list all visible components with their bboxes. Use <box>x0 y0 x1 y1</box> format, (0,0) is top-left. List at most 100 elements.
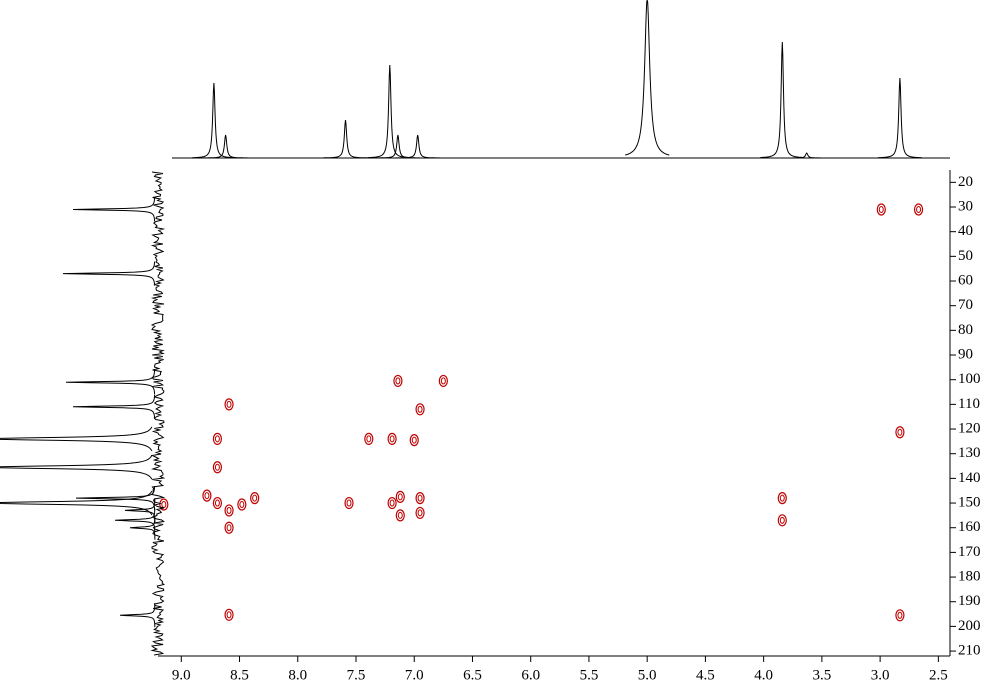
contour-outer <box>913 203 924 216</box>
contour-inner <box>897 428 903 436</box>
y-tick-label: 40 <box>958 223 973 239</box>
y-tick-label: 120 <box>958 420 981 436</box>
cross-peak <box>409 434 419 447</box>
cross-peak <box>212 432 222 446</box>
y-tick-label: 200 <box>958 618 981 634</box>
contour-inner <box>226 400 232 408</box>
x-tick-label: 6.0 <box>521 667 540 683</box>
contour-inner <box>366 435 372 443</box>
contour-inner <box>417 494 423 502</box>
left-peak <box>0 426 153 452</box>
top-peak <box>191 82 236 159</box>
contour-outer <box>224 504 234 517</box>
top-peak <box>760 41 805 158</box>
contour-inner <box>226 611 232 619</box>
y-tick-label: 140 <box>958 470 981 486</box>
cross-peak <box>415 506 425 520</box>
y-tick-label: 30 <box>958 198 973 214</box>
contour-outer <box>438 374 448 388</box>
cross-peak <box>415 403 425 416</box>
contour-outer <box>344 496 354 510</box>
left-peak <box>62 261 156 286</box>
y-tick-label: 160 <box>958 519 981 535</box>
cross-peak <box>395 509 405 522</box>
x-tick-label: 5.0 <box>638 667 657 683</box>
contour-outer <box>212 496 222 510</box>
contour-outer <box>777 492 787 505</box>
y-tick-label: 180 <box>958 568 981 584</box>
top-peak <box>375 134 420 159</box>
cross-peak <box>250 492 260 505</box>
contour-inner <box>226 506 232 514</box>
contour-inner <box>417 405 423 413</box>
y-tick-label: 210 <box>958 643 981 659</box>
cross-peak <box>395 490 405 503</box>
contour-inner <box>389 499 395 507</box>
x-tick-label: 8.5 <box>230 667 249 683</box>
y-tick-label: 70 <box>958 297 973 313</box>
y-tick-label: 50 <box>958 248 973 264</box>
contour-inner <box>214 499 220 507</box>
x-tick-label: 7.5 <box>347 667 366 683</box>
x-tick-label: 8.0 <box>288 667 307 683</box>
contour-outer <box>895 609 905 622</box>
top-peak <box>323 119 368 159</box>
top-peak <box>784 152 829 159</box>
contour-outer <box>212 432 222 446</box>
top-peak <box>625 0 670 156</box>
contour-inner <box>214 463 220 471</box>
contour-inner <box>346 499 352 507</box>
cross-peak <box>224 398 234 411</box>
x-tick-label: 2.5 <box>929 667 948 683</box>
y-tick-label: 80 <box>958 322 973 338</box>
contour-outer <box>777 514 787 527</box>
contour-outer <box>212 461 222 474</box>
cross-peak <box>212 461 222 474</box>
y-tick-label: 130 <box>958 445 981 461</box>
y-tick-label: 170 <box>958 544 981 560</box>
contour-inner <box>252 494 258 502</box>
top-peak <box>877 77 922 159</box>
contour-outer <box>409 434 419 447</box>
contour-inner <box>214 435 220 443</box>
cross-peak <box>438 374 448 388</box>
left-peak <box>0 455 153 480</box>
noise <box>150 171 166 656</box>
x-tick-label: 5.5 <box>580 667 599 683</box>
cross-peak <box>364 432 374 446</box>
top-peak <box>367 64 412 159</box>
cross-peak <box>913 203 924 216</box>
cross-peak <box>202 489 212 502</box>
cross-peak <box>344 496 354 510</box>
contour-inner <box>417 509 423 517</box>
contour-outer <box>415 492 425 505</box>
contour-outer <box>387 496 397 510</box>
contour-outer <box>895 426 905 439</box>
y-tick-label: 110 <box>958 396 980 412</box>
contour-outer <box>395 509 405 522</box>
contour-inner <box>897 611 903 619</box>
cross-peak <box>393 374 403 388</box>
contour-outer <box>387 432 397 446</box>
y-tick-label: 20 <box>958 174 973 190</box>
top-peak <box>395 134 440 159</box>
y-tick-label: 100 <box>958 371 981 387</box>
contour-outer <box>393 374 403 388</box>
contour-inner <box>397 493 403 501</box>
left-peak <box>65 370 156 395</box>
contour-inner <box>226 524 232 532</box>
left-peak <box>72 197 156 222</box>
contour-outer <box>415 506 425 520</box>
x-tick-label: 3.0 <box>871 667 890 683</box>
cross-peak <box>224 608 234 621</box>
y-tick-label: 90 <box>958 346 973 362</box>
contour-outer <box>415 403 425 416</box>
y-tick-label: 190 <box>958 593 981 609</box>
left-peak <box>119 603 156 628</box>
contour-outer <box>224 608 234 621</box>
contour-inner <box>916 205 922 213</box>
contour-outer <box>364 432 374 446</box>
contour-inner <box>161 501 167 509</box>
contour-outer <box>224 521 234 534</box>
